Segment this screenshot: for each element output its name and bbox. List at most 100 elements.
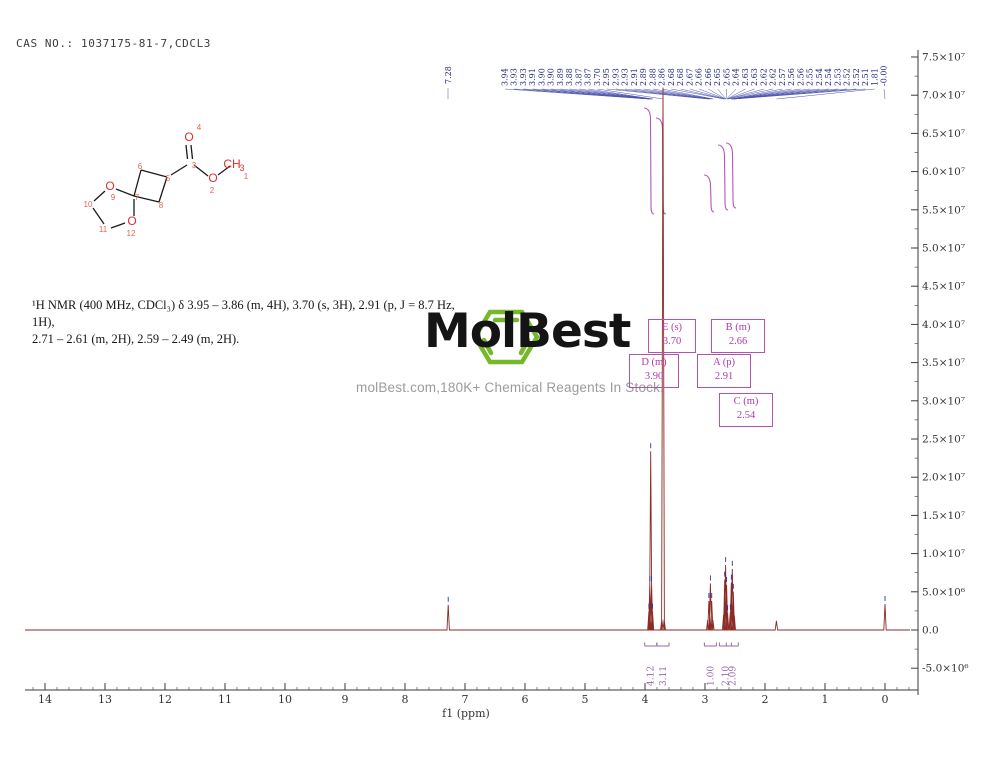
svg-text:6.0×10⁷: 6.0×10⁷ xyxy=(922,166,965,178)
y-axis-tick-labels: 7.5×10⁷ 7.0×10⁷ 6.5×10⁷ 6.0×10⁷ 5.5×10⁷ 5.0×1… xyxy=(922,52,969,675)
svg-text:2: 2 xyxy=(762,693,769,706)
x-axis-title: f1 (ppm) xyxy=(442,707,490,720)
annotation-shift: 3.70 xyxy=(662,336,682,347)
peak-label: 3.93 xyxy=(519,68,528,86)
peak-pick-ticks xyxy=(447,443,886,611)
svg-text:1.5×10⁷: 1.5×10⁷ xyxy=(922,510,965,522)
peak-label: 2.65 xyxy=(713,68,722,86)
peak-label: 2.68 xyxy=(667,68,676,86)
annotation-id: C (m) xyxy=(733,396,759,407)
peak-label: 3.93 xyxy=(510,68,519,86)
svg-text:0: 0 xyxy=(882,693,889,706)
peak-label: 2.86 xyxy=(658,68,667,86)
peak-annotation-box: C (m) 2.54 xyxy=(719,393,773,427)
logo-hexagon-icon xyxy=(472,309,540,365)
peak-label: 2.55 xyxy=(806,68,815,86)
svg-text:2.5×10⁷: 2.5×10⁷ xyxy=(922,434,965,446)
peak-label: 2.65 xyxy=(722,68,731,86)
svg-text:2: 2 xyxy=(210,186,215,195)
peak-label: 2.93 xyxy=(621,68,630,86)
integral-value: 4.12 xyxy=(647,666,657,686)
svg-text:3.5×10⁷: 3.5×10⁷ xyxy=(922,357,965,369)
cas-number-line: CAS NO.: 1037175-81-7,CDCL3 xyxy=(16,37,212,50)
svg-text:3: 3 xyxy=(702,693,709,706)
peak-label: 1.81 xyxy=(870,68,879,86)
annotation-shift: 2.66 xyxy=(728,336,748,347)
svg-text:6.5×10⁷: 6.5×10⁷ xyxy=(922,128,965,140)
annotation-shift: 2.54 xyxy=(736,410,756,421)
peak-label: 2.57 xyxy=(778,68,787,86)
peak-label: 3.87 xyxy=(584,68,593,86)
annotation-id: E (s) xyxy=(661,322,683,333)
svg-text:6: 6 xyxy=(522,693,529,706)
annotation-shift: 2.91 xyxy=(714,371,734,382)
peak-label: 2.62 xyxy=(769,68,778,86)
atom-CH3: CH xyxy=(223,157,240,171)
peak-label: 2.68 xyxy=(676,68,685,86)
peak-label: 2.88 xyxy=(648,68,657,86)
svg-text:-5.0×10⁶: -5.0×10⁶ xyxy=(922,663,969,675)
svg-text:4: 4 xyxy=(197,123,202,132)
svg-text:11: 11 xyxy=(99,225,108,234)
peak-label: 3.87 xyxy=(575,68,584,86)
molecule-structure: O CH 3 O O O 1 2 3 4 5 6 7 8 9 10 11 12 xyxy=(84,123,249,238)
integral-value: 2.09 xyxy=(728,666,738,686)
peak-label: 3.91 xyxy=(528,68,537,86)
peak-label-row: 3.94 3.93 3.93 3.91 3.90 3.90 3.89 3.88 3.87 3.87… xyxy=(444,65,889,86)
svg-text:7.0×10⁷: 7.0×10⁷ xyxy=(922,90,965,102)
svg-text:5.0×10⁶: 5.0×10⁶ xyxy=(922,586,965,598)
svg-text:7: 7 xyxy=(462,693,469,706)
annotation-id: B (m) xyxy=(725,322,751,333)
svg-text:5: 5 xyxy=(582,693,589,706)
svg-text:10: 10 xyxy=(278,693,292,706)
peak-label: 2.52 xyxy=(852,68,861,86)
atom-O12: O xyxy=(127,214,136,228)
peak-label: 2.52 xyxy=(843,68,852,86)
molecule-bonds xyxy=(92,144,231,229)
svg-text:5.5×10⁷: 5.5×10⁷ xyxy=(922,204,965,216)
svg-text:10: 10 xyxy=(84,200,93,209)
svg-text:7.5×10⁷: 7.5×10⁷ xyxy=(922,52,965,64)
nmr-assignment-line1: ¹H NMR (400 MHz, CDCl₃) δ 3.95 – 3.86 (m… xyxy=(32,298,455,329)
svg-text:4.5×10⁷: 4.5×10⁷ xyxy=(922,281,965,293)
svg-text:12: 12 xyxy=(127,229,136,238)
svg-text:1.0×10⁷: 1.0×10⁷ xyxy=(922,548,965,560)
peak-annotation-box: B (m) 2.66 xyxy=(711,319,765,353)
peak-label: 2.63 xyxy=(741,68,750,86)
nmr-assignment-line2: 2.71 – 2.61 (m, 2H), 2.59 – 2.49 (m, 2H)… xyxy=(32,332,240,346)
svg-text:4.0×10⁷: 4.0×10⁷ xyxy=(922,319,965,331)
peak-label: 3.88 xyxy=(565,68,574,86)
peak-label: 2.62 xyxy=(759,68,768,86)
svg-text:4: 4 xyxy=(642,693,649,706)
integral-curves xyxy=(643,107,737,215)
svg-text:1: 1 xyxy=(822,693,829,706)
svg-text:12: 12 xyxy=(158,693,172,706)
peak-label-connectors xyxy=(447,88,886,100)
atom-O2: O xyxy=(208,171,217,185)
peak-label: 2.64 xyxy=(732,68,741,86)
peak-annotation-box: D (m) 3.90 xyxy=(629,354,679,388)
integral-value: 2.10 xyxy=(721,666,731,686)
peak-label: 2.89 xyxy=(639,68,648,86)
peak-label: 2.66 xyxy=(695,68,704,86)
peak-label: 3.89 xyxy=(556,68,565,86)
svg-text:1: 1 xyxy=(244,172,249,181)
peak-label: 2.93 xyxy=(611,68,620,86)
svg-text:3.0×10⁷: 3.0×10⁷ xyxy=(922,395,965,407)
peak-label: 2.95 xyxy=(602,68,611,86)
svg-text:9: 9 xyxy=(342,693,349,706)
x-axis-tick-labels: 14 13 12 11 10 9 8 7 6 5 4 3 2 1 0 xyxy=(38,693,889,706)
peak-label: 2.54 xyxy=(824,68,833,86)
peak-label: 3.70 xyxy=(593,68,602,86)
annotation-id: A (p) xyxy=(713,357,735,368)
integral-value: 1.00 xyxy=(706,666,716,686)
peak-annotation-box: A (p) 2.91 xyxy=(697,354,751,388)
svg-text:13: 13 xyxy=(98,693,112,706)
brand-name: MolBest xyxy=(424,304,631,359)
peak-label: 2.51 xyxy=(861,68,870,86)
molecule-locants: 1 2 3 4 5 6 7 8 9 10 11 12 xyxy=(84,123,249,238)
peak-label: 2.53 xyxy=(833,68,842,86)
svg-text:0.0: 0.0 xyxy=(922,625,939,637)
